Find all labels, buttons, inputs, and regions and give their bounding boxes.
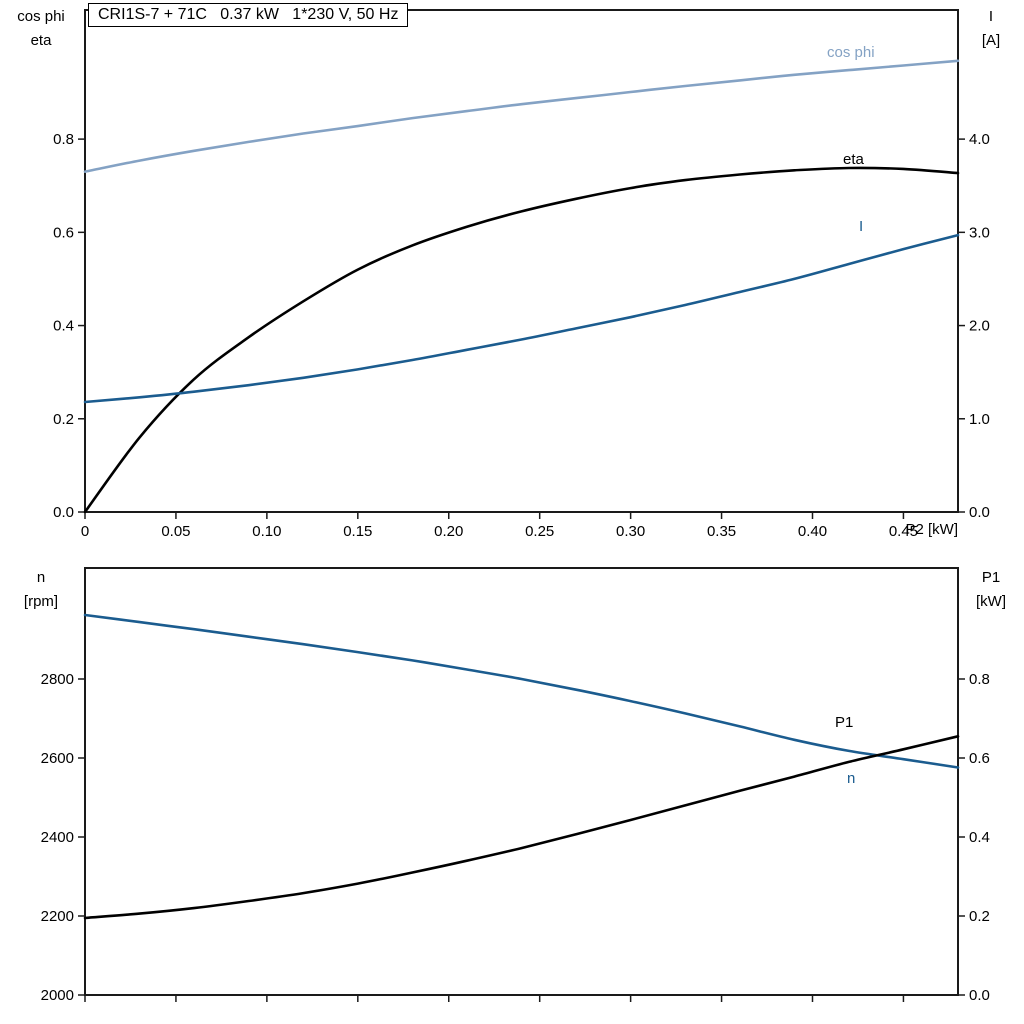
right-tick-label: 0.6 <box>969 750 990 767</box>
left-tick-label: 0.2 <box>53 411 74 428</box>
left-axis-unit-rpm: [rpm] <box>23 593 59 610</box>
x-tick-label: 0.45 <box>889 523 918 540</box>
n-curve <box>83 613 960 769</box>
left-tick-label: 2000 <box>41 987 74 1004</box>
x-tick-label: 0.10 <box>252 523 281 540</box>
x-tick-label: 0.05 <box>161 523 190 540</box>
right-tick-label: 0.0 <box>969 987 990 1004</box>
left-axis-label-eta: eta <box>30 32 52 49</box>
left-tick-label: 2200 <box>41 908 74 925</box>
top-left-axis-label: cos phi eta <box>0 5 82 53</box>
right-axis-unit-kw: [kW] <box>976 593 1006 610</box>
right-tick-label: 4.0 <box>969 131 990 148</box>
right-tick-label: 0.8 <box>969 671 990 688</box>
left-tick-label: 2600 <box>41 750 74 767</box>
i-curve <box>83 233 960 404</box>
bottom-left-axis-label: n [rpm] <box>0 566 82 614</box>
left-tick-label: 0.8 <box>53 131 74 148</box>
left-tick-label: 0.4 <box>53 318 74 335</box>
x-tick-label: 0.35 <box>707 523 736 540</box>
i-curve-label: I <box>859 218 863 235</box>
eta-curve-label: eta <box>843 151 865 168</box>
left-tick-label: 0.6 <box>53 224 74 241</box>
x-axis-title-p2: P2 [kW] <box>905 521 958 538</box>
left-tick-label: 2400 <box>41 829 74 846</box>
x-tick-label: 0.15 <box>343 523 372 540</box>
x-tick-label: 0.25 <box>525 523 554 540</box>
right-tick-label: 0.0 <box>969 504 990 521</box>
right-tick-label: 0.2 <box>969 908 990 925</box>
right-axis-label-current: I <box>988 8 994 25</box>
top-right-axis-label: I [A] <box>962 5 1020 53</box>
pump-title-box: CRI1S-7 + 71C 0.37 kW 1*230 V, 50 Hz <box>88 3 409 27</box>
p1-curve <box>83 735 960 920</box>
p1-curve-label: P1 <box>835 714 853 731</box>
right-tick-label: 0.4 <box>969 829 990 846</box>
top-plot-frame <box>84 9 959 513</box>
right-axis-unit-ampere: [A] <box>981 32 1001 49</box>
cos-phi-curve <box>83 59 960 173</box>
right-tick-label: 3.0 <box>969 224 990 241</box>
left-axis-label-cos-phi: cos phi <box>17 8 65 25</box>
right-axis-label-p1: P1 <box>981 569 1001 586</box>
left-tick-label: 0.0 <box>53 504 74 521</box>
right-tick-label: 2.0 <box>969 318 990 335</box>
bottom-plot-frame <box>84 567 959 996</box>
x-tick-label: 0.20 <box>434 523 463 540</box>
x-tick-label: 0.40 <box>798 523 827 540</box>
top-panel: 0 0.05 0.10 0.15 0.20 0.25 0.30 0.35 0.40 0.45 0.0… <box>53 9 990 540</box>
left-axis-label-speed: n <box>36 569 46 586</box>
n-curve-label: n <box>847 770 855 787</box>
bottom-panel: 2000 2200 2400 2600 2800 0.0 0.2 0.4 0.6 0.8 n P1 <box>41 567 990 1004</box>
x-tick-label: 0.30 <box>616 523 645 540</box>
eta-curve <box>83 166 960 514</box>
right-tick-label: 1.0 <box>969 411 990 428</box>
x-tick-label: 0 <box>81 523 89 540</box>
bottom-right-axis-label: P1 [kW] <box>962 566 1020 614</box>
cos-phi-curve-label: cos phi <box>827 44 875 61</box>
left-tick-label: 2800 <box>41 671 74 688</box>
